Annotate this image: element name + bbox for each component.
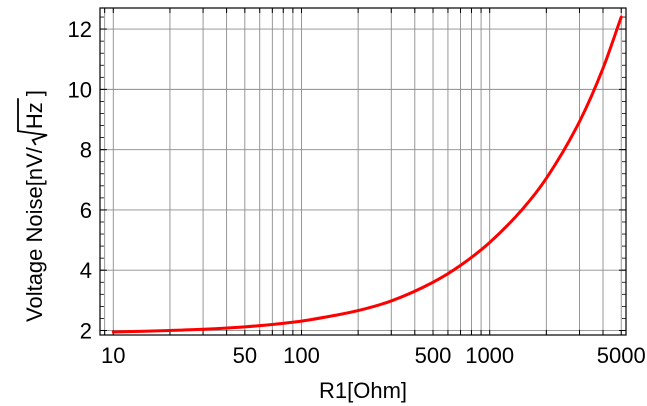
y-axis-label-radicand: Hz [22,102,47,129]
y-tick-label: 2 [80,318,92,343]
x-tick-labels: 10 50 100 500 1000 5000 [101,343,646,368]
sqrt-symbol [17,98,48,146]
grid-lines [100,8,626,335]
y-axis-label-text: Voltage Noise[nV/Hz ] [22,90,47,322]
y-tick-label: 6 [80,198,92,223]
plot-frame [99,7,627,336]
x-tick-label: 100 [283,343,320,368]
x-tick-label: 10 [101,343,125,368]
y-tick-label: 12 [68,17,92,42]
x-tick-label: 1000 [465,343,514,368]
y-axis-label-prefix: Voltage Noise[nV/ [22,146,47,322]
x-tick-label: 50 [233,343,257,368]
y-axis-label: Voltage Noise[nV/Hz ] [17,90,48,322]
y-tick-label: 10 [68,77,92,102]
x-tick-label: 5000 [597,343,646,368]
x-tick-label: 500 [415,343,452,368]
y-tick-labels: 2 4 6 8 10 12 [68,17,92,343]
y-tick-label: 4 [80,258,92,283]
x-axis-label: R1[Ohm] [319,378,407,403]
axis-ticks [100,8,626,335]
y-tick-label: 8 [80,138,92,163]
y-axis-label-suffix: ] [22,90,47,102]
series-line [111,15,623,334]
